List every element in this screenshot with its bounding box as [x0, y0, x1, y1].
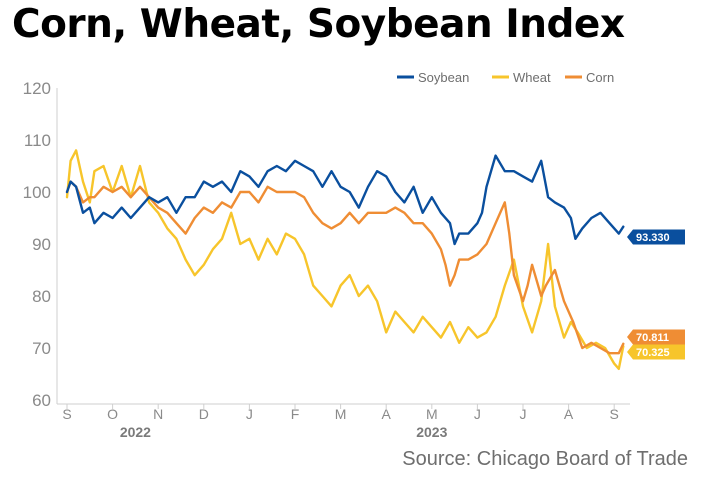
- y-tick-label: 110: [24, 131, 51, 150]
- x-tick-label: M: [426, 406, 438, 422]
- x-tick-label: S: [62, 406, 71, 422]
- y-tick-label: 90: [32, 235, 51, 254]
- y-tick-label: 100: [23, 183, 51, 202]
- chart-legend: Soybean Wheat Corn: [397, 70, 614, 85]
- x-tick-label: J: [474, 406, 481, 422]
- series-line-wheat: [65, 149, 625, 370]
- legend-label-wheat: Wheat: [513, 70, 551, 85]
- x-tick-label: A: [564, 406, 574, 422]
- y-tick-label: 120: [23, 79, 51, 98]
- x-tick-label: D: [199, 406, 209, 422]
- chart-source: Source: Chicago Board of Trade: [402, 448, 688, 470]
- end-tag-corn: [627, 329, 685, 345]
- end-tag-wheat: [627, 344, 685, 360]
- x-tick-label: N: [153, 406, 163, 422]
- year-label: 2023: [416, 424, 447, 440]
- x-tick-label: S: [610, 406, 619, 422]
- end-value-corn: 70.811: [636, 332, 669, 344]
- x-tick-label: F: [291, 406, 300, 422]
- chart-title: Corn, Wheat, Soybean Index: [12, 2, 625, 47]
- y-tick-label: 80: [32, 287, 51, 306]
- end-value-tags: 93.330 70.325 70.811: [627, 229, 685, 360]
- y-tick-label: 60: [32, 391, 51, 410]
- chart-axes: 60 70 80 90 100 110 120 S O N D J F M A M J J A S 2022 2023: [23, 79, 630, 440]
- series-line-corn: [65, 180, 625, 355]
- x-tick-label: A: [382, 406, 392, 422]
- legend-label-corn: Corn: [586, 70, 614, 85]
- x-tick-label: O: [107, 406, 118, 422]
- legend-label-soybean: Soybean: [418, 70, 469, 85]
- year-label: 2022: [120, 424, 151, 440]
- y-tick-label: 70: [32, 339, 51, 358]
- series-line-soybean: [65, 154, 625, 246]
- x-tick-label: J: [246, 406, 253, 422]
- end-value-wheat: 70.325: [636, 347, 670, 359]
- end-value-soybean: 93.330: [636, 232, 670, 244]
- x-tick-label: J: [520, 406, 527, 422]
- chart-series: [65, 149, 625, 370]
- x-tick-label: M: [335, 406, 347, 422]
- end-tag-soybean: [627, 229, 685, 245]
